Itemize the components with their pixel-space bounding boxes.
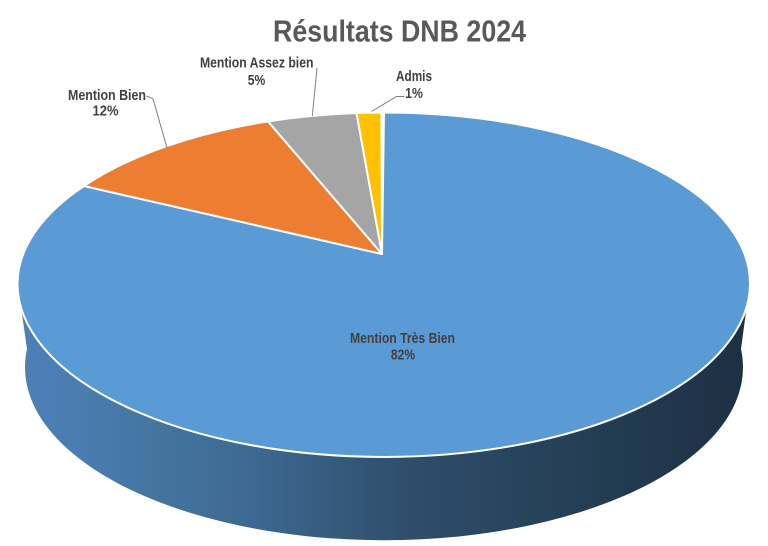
- svg-text:5%: 5%: [248, 73, 266, 89]
- svg-text:Mention Bien: Mention Bien: [68, 88, 146, 104]
- svg-text:12%: 12%: [93, 104, 119, 120]
- svg-text:Admis: Admis: [396, 69, 432, 85]
- svg-text:Mention Assez bien: Mention Assez bien: [200, 56, 314, 72]
- svg-text:Mention Très Bien: Mention Très Bien: [350, 331, 455, 347]
- svg-text:82%: 82%: [391, 348, 415, 364]
- svg-text:Résultats DNB 2024: Résultats DNB 2024: [273, 14, 527, 49]
- svg-text:1%: 1%: [405, 86, 423, 102]
